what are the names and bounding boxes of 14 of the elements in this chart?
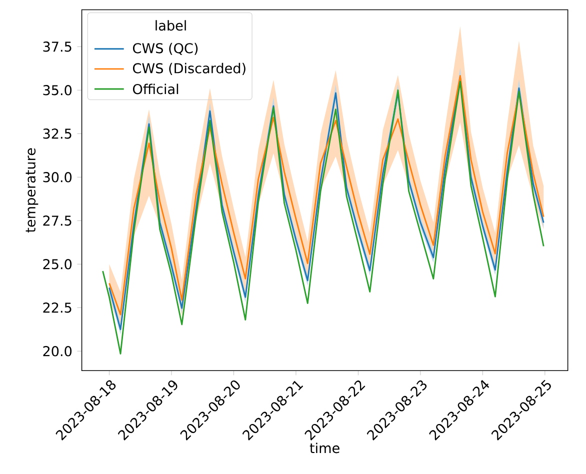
y-tick-label: 20.0 bbox=[43, 346, 72, 356]
legend-title: label bbox=[156, 20, 186, 30]
y-tick-label: 35.0 bbox=[43, 84, 72, 96]
y-tick-label: 30.0 bbox=[43, 172, 72, 182]
legend-label: Official bbox=[133, 84, 178, 94]
y-axis-title: temperature bbox=[26, 148, 38, 232]
y-tick-label: 27.5 bbox=[43, 215, 72, 226]
legend-label: CWS (QC) bbox=[133, 42, 198, 55]
y-tick-label: 25.0 bbox=[43, 258, 72, 270]
legend-label: CWS (Discarded) bbox=[133, 62, 246, 75]
y-tick-label: 22.5 bbox=[43, 302, 72, 313]
y-tick-label: 32.5 bbox=[43, 128, 72, 139]
x-axis-title: time bbox=[310, 442, 340, 454]
y-tick-label: 37.5 bbox=[43, 41, 72, 52]
